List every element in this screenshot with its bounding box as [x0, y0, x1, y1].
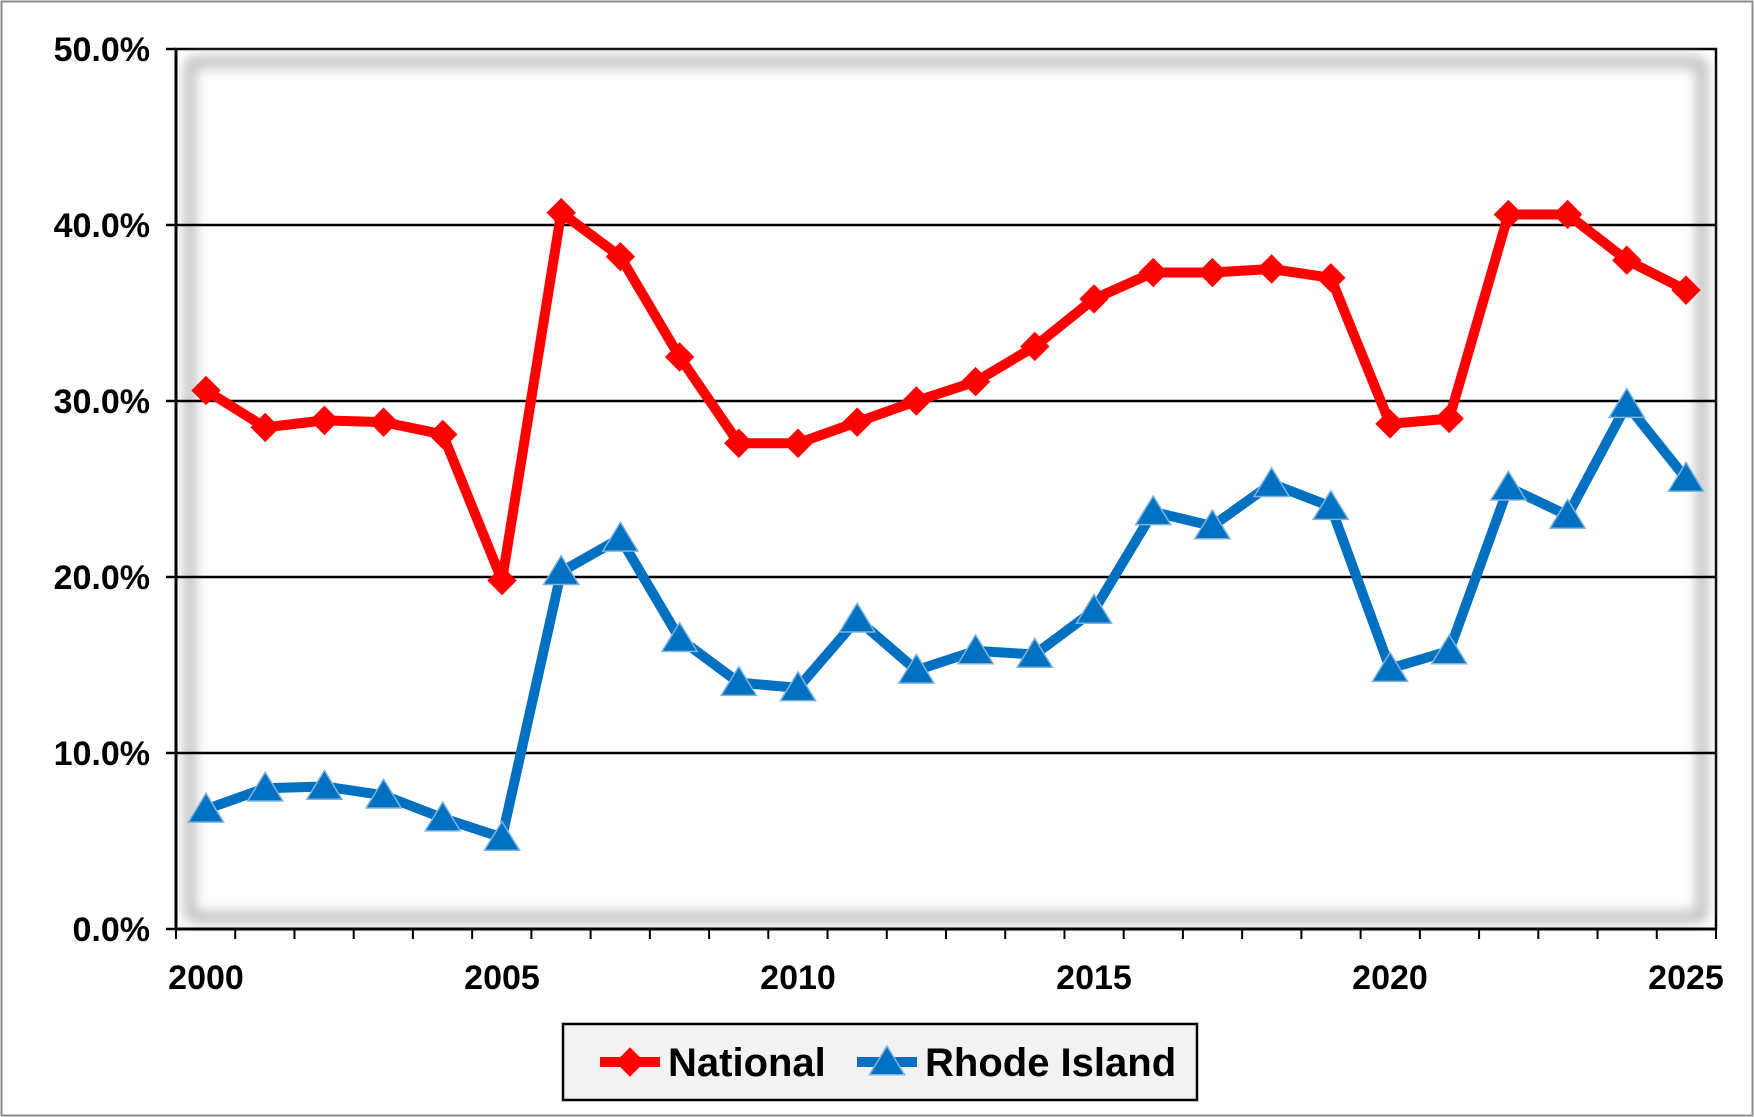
- point-1-19: [1311, 489, 1350, 521]
- legend-item-national: National: [600, 1041, 826, 1085]
- point-1-4: [423, 800, 462, 832]
- point-1-0: [187, 791, 225, 823]
- point-0-1: [250, 412, 280, 443]
- point-1-25: [1667, 461, 1705, 492]
- point-1-20: [1371, 651, 1409, 683]
- point-0-5: [487, 565, 517, 596]
- y-tick-label-1: 10.0%: [54, 735, 150, 773]
- point-1-13: [956, 633, 995, 665]
- point-1-3: [364, 777, 403, 809]
- x-axis-tick-labels: 2000 2005 2010 2015 2020 2025: [168, 959, 1724, 997]
- point-0-6: [546, 197, 576, 228]
- point-1-17: [1193, 508, 1232, 540]
- series-national: [191, 197, 1701, 596]
- point-0-15: [1079, 284, 1109, 314]
- legend-item-rhode-island: Rhode Island: [857, 1041, 1176, 1085]
- point-1-15: [1075, 593, 1113, 624]
- point-0-3: [368, 407, 399, 437]
- point-1-16: [1134, 494, 1173, 526]
- x-tick-label-1: 2005: [464, 959, 540, 997]
- point-0-4: [428, 419, 458, 450]
- legend-marker-1: [868, 1044, 906, 1076]
- point-0-13: [960, 366, 991, 397]
- y-tick-label-3: 30.0%: [54, 383, 150, 421]
- point-1-10: [779, 670, 817, 702]
- point-1-5: [483, 820, 521, 852]
- point-1-8: [660, 621, 699, 653]
- plot-area: [174, 47, 1718, 931]
- point-0-18: [1256, 254, 1287, 284]
- point-1-2: [305, 769, 344, 800]
- point-0-2: [309, 405, 340, 436]
- point-1-1: [246, 770, 285, 802]
- axes: [166, 47, 1717, 939]
- legend-marker-0: [615, 1047, 645, 1077]
- point-1-22: [1489, 469, 1528, 501]
- series-rhode-island: [187, 387, 1705, 852]
- point-0-21: [1434, 403, 1464, 434]
- point-0-17: [1197, 257, 1228, 288]
- point-0-7: [605, 241, 636, 272]
- point-0-8: [664, 342, 695, 372]
- point-0-9: [724, 428, 754, 458]
- point-1-11: [838, 601, 877, 633]
- point-0-20: [1375, 409, 1405, 439]
- point-1-7: [601, 520, 640, 552]
- x-tick-label-5: 2025: [1648, 959, 1724, 997]
- x-tick-label-3: 2015: [1056, 959, 1132, 997]
- x-tick-label-4: 2020: [1352, 959, 1428, 997]
- y-tick-label-2: 20.0%: [54, 559, 150, 597]
- point-1-12: [897, 652, 936, 684]
- point-0-25: [1671, 275, 1701, 305]
- point-1-23: [1548, 497, 1587, 529]
- point-1-21: [1430, 633, 1469, 665]
- x-tick-label-2: 2010: [760, 959, 836, 997]
- point-0-14: [1020, 331, 1050, 362]
- point-1-9: [719, 665, 758, 697]
- legend-label-1: Rhode Island: [925, 1041, 1176, 1085]
- point-0-24: [1612, 245, 1642, 275]
- point-0-0: [191, 375, 221, 406]
- y-tick-label-4: 40.0%: [54, 207, 150, 245]
- legend: National Rhode Island: [561, 1022, 1199, 1102]
- point-0-22: [1493, 199, 1524, 230]
- point-0-16: [1138, 257, 1168, 288]
- point-0-23: [1552, 199, 1583, 230]
- point-1-14: [1015, 637, 1054, 668]
- y-axis-tick-labels: 0.0% 10.0% 20.0% 30.0% 40.0% 50.0%: [54, 31, 150, 949]
- point-0-10: [783, 428, 813, 458]
- point-0-12: [901, 386, 932, 416]
- y-tick-label-5: 50.0%: [54, 31, 150, 69]
- point-0-11: [842, 407, 872, 437]
- x-tick-label-0: 2000: [168, 959, 244, 997]
- y-tick-label-0: 0.0%: [73, 911, 151, 949]
- point-1-18: [1252, 466, 1291, 498]
- point-1-24: [1607, 387, 1646, 419]
- point-0-19: [1316, 263, 1346, 293]
- point-1-6: [542, 554, 581, 586]
- legend-label-0: National: [668, 1041, 826, 1085]
- series-layer: [187, 197, 1705, 852]
